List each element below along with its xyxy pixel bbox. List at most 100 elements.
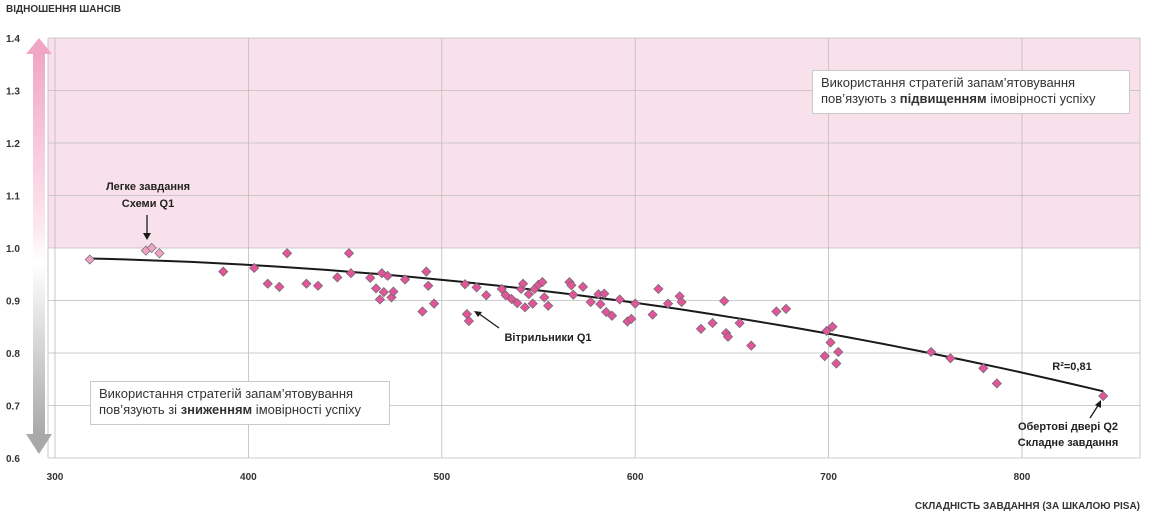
fans-annotation: Вітрильники Q1 bbox=[504, 332, 591, 344]
data-point bbox=[734, 317, 745, 329]
data-point bbox=[146, 242, 157, 254]
info-box-decrease-prefix: пов’язують зі bbox=[99, 402, 181, 417]
x-tick-label: 300 bbox=[47, 472, 64, 483]
info-box-increase-line1: Використання стратегій запам’ятовування bbox=[821, 75, 1076, 90]
data-point bbox=[370, 283, 382, 294]
data-point bbox=[821, 325, 832, 337]
data-point bbox=[274, 281, 285, 292]
data-point bbox=[833, 346, 844, 358]
data-points bbox=[84, 242, 1109, 402]
data-point bbox=[543, 300, 554, 311]
data-point bbox=[695, 323, 707, 334]
revolving-door-subtitle: Складне завдання bbox=[1018, 437, 1119, 449]
data-point bbox=[719, 295, 730, 307]
info-box-decrease-line1: Використання стратегій запам’ятовування bbox=[99, 386, 354, 401]
data-point bbox=[537, 277, 548, 288]
info-box-decrease-bold: зниженням bbox=[180, 402, 253, 417]
data-point bbox=[601, 306, 612, 318]
data-point bbox=[595, 299, 606, 310]
data-point bbox=[312, 280, 324, 291]
y-tick-label: 1.3 bbox=[6, 87, 20, 98]
data-point bbox=[417, 306, 428, 317]
data-point bbox=[481, 290, 492, 301]
y-tick-label: 1.2 bbox=[6, 139, 20, 150]
data-point bbox=[428, 298, 440, 309]
info-box-increase-bold: підвищенням bbox=[899, 91, 987, 106]
x-tick-label: 500 bbox=[433, 472, 450, 483]
data-point bbox=[388, 286, 399, 297]
info-box-increase: Використання стратегій запам’ятовування … bbox=[812, 70, 1130, 114]
x-axis-title: СКЛАДНІСТЬ ЗАВДАННЯ (ЗА ШКАЛОЮ PISA) bbox=[915, 501, 1140, 512]
data-point bbox=[506, 293, 517, 305]
data-point bbox=[630, 298, 641, 309]
y-tick-label: 0.7 bbox=[6, 402, 20, 413]
easy-task-title: Легке завдання bbox=[106, 181, 190, 193]
data-point bbox=[399, 274, 411, 285]
data-point bbox=[345, 268, 356, 279]
revolving-door-arrow bbox=[1089, 400, 1101, 419]
data-point bbox=[780, 303, 792, 314]
data-point bbox=[463, 315, 474, 327]
data-point bbox=[523, 289, 534, 300]
data-point bbox=[945, 353, 956, 364]
data-point bbox=[262, 278, 273, 289]
y-tick-label: 1.4 bbox=[6, 34, 20, 45]
data-point bbox=[421, 266, 432, 277]
y-tick-label: 0.8 bbox=[6, 349, 20, 360]
data-point bbox=[374, 294, 386, 305]
y-axis-ticks: 0.6 0.7 0.8 0.9 1.0 1.1 1.2 1.3 1.4 bbox=[6, 34, 20, 465]
data-point bbox=[771, 306, 782, 317]
data-point bbox=[827, 321, 838, 332]
data-point bbox=[512, 298, 523, 309]
data-point bbox=[568, 289, 579, 300]
x-tick-label: 800 bbox=[1014, 472, 1031, 483]
data-point bbox=[423, 280, 434, 291]
data-point bbox=[599, 288, 610, 299]
data-point bbox=[606, 310, 618, 321]
x-tick-label: 700 bbox=[820, 472, 837, 483]
vertical-direction-arrow bbox=[26, 38, 52, 454]
data-point bbox=[585, 296, 596, 308]
easy-task-arrow bbox=[143, 215, 151, 240]
data-point bbox=[707, 317, 718, 329]
info-box-decrease: Використання стратегій запам’ятовування … bbox=[90, 381, 390, 425]
data-point bbox=[249, 262, 260, 274]
trend-curve bbox=[89, 257, 1104, 393]
x-tick-label: 400 bbox=[240, 472, 257, 483]
r-squared-label: R²=0,81 bbox=[1052, 361, 1091, 373]
data-point bbox=[926, 346, 937, 358]
data-point bbox=[382, 270, 393, 281]
data-point bbox=[154, 248, 165, 259]
data-point bbox=[519, 302, 531, 313]
info-box-increase-line2: пов’язують з підвищенням імовірності усп… bbox=[821, 91, 1121, 107]
data-point bbox=[1098, 390, 1109, 402]
y-tick-label: 1.1 bbox=[6, 192, 20, 203]
data-point bbox=[991, 378, 1002, 389]
data-point bbox=[978, 363, 989, 374]
fans-arrow bbox=[474, 311, 500, 329]
data-point bbox=[301, 278, 312, 289]
data-point bbox=[653, 283, 664, 295]
y-tick-label: 0.6 bbox=[6, 454, 20, 465]
data-point bbox=[517, 278, 529, 289]
data-point bbox=[676, 296, 687, 308]
data-point bbox=[281, 248, 293, 259]
data-point bbox=[825, 337, 836, 348]
data-point bbox=[662, 298, 674, 309]
data-point bbox=[496, 283, 507, 295]
data-point bbox=[459, 279, 471, 290]
x-axis-ticks: 300 400 500 600 700 800 bbox=[47, 472, 1031, 483]
data-point bbox=[831, 358, 842, 369]
x-tick-label: 600 bbox=[627, 472, 644, 483]
data-point bbox=[84, 254, 95, 265]
data-point bbox=[819, 351, 830, 362]
data-point bbox=[471, 282, 482, 293]
data-point bbox=[614, 294, 625, 305]
y-tick-label: 1.0 bbox=[6, 244, 20, 255]
data-point bbox=[332, 272, 343, 283]
info-box-decrease-line2: пов’язують зі зниженням імовірності успі… bbox=[99, 402, 381, 418]
info-box-decrease-suffix: імовірності успіху bbox=[252, 402, 362, 417]
data-point bbox=[378, 287, 389, 298]
data-point bbox=[365, 272, 376, 284]
data-point bbox=[343, 248, 355, 259]
